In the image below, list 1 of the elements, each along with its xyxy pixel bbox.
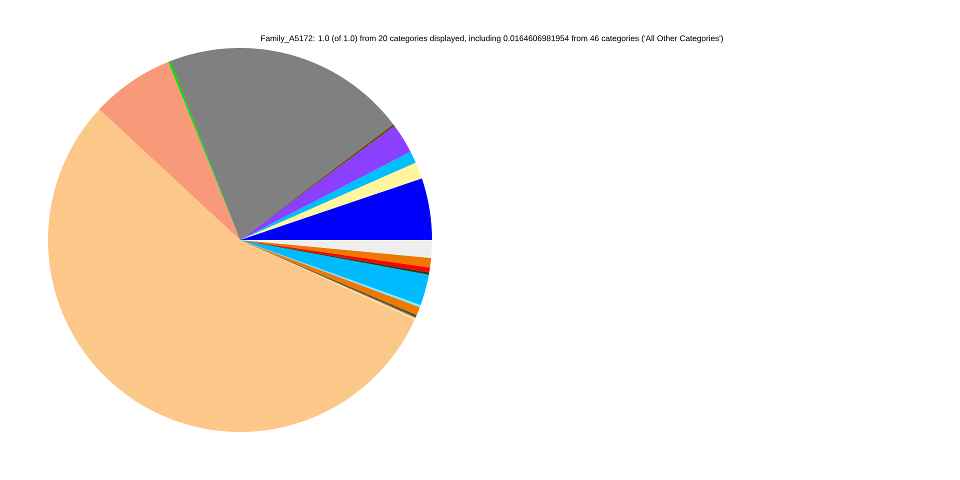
- text: Family_A5172: 1.0 (of 1.0) from 20 categories displayed, including 0.0164606981954 from 46 categories ('All Other Categories'): [261, 35, 723, 43]
